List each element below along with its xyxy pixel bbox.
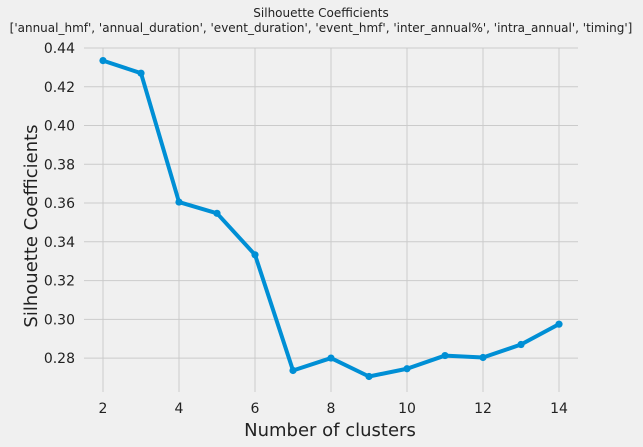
y-tick-label: 0.38	[44, 157, 75, 173]
series-layer	[99, 56, 563, 381]
y-tick-label: 0.32	[44, 274, 75, 290]
data-point	[479, 353, 487, 362]
chart-subtitle: ['annual_hmf', 'annual_duration', 'event…	[10, 21, 633, 35]
data-point	[403, 365, 411, 373]
data-point	[251, 251, 259, 259]
x-tick-label: 14	[550, 401, 568, 417]
data-point	[327, 354, 335, 362]
data-point	[441, 351, 449, 360]
data-point	[213, 209, 221, 217]
y-tick-label: 0.42	[44, 80, 75, 96]
y-tick-label: 0.40	[44, 119, 75, 135]
y-tick-label: 0.34	[44, 235, 75, 251]
data-point	[175, 198, 183, 206]
x-tick-label: 8	[327, 401, 336, 417]
y-tick-label: 0.44	[44, 41, 75, 57]
y-tick-label: 0.30	[44, 312, 75, 328]
data-point	[555, 320, 563, 328]
x-tick-label: 2	[99, 401, 108, 417]
data-point	[517, 340, 525, 349]
x-axis-label: Number of clusters	[244, 420, 416, 441]
y-axis-label: Silhouette Coefficients	[21, 124, 42, 327]
data-point	[289, 366, 297, 375]
chart-title: Silhouette Coefficients	[253, 6, 388, 20]
x-tick-label: 6	[251, 401, 260, 417]
data-point	[137, 69, 145, 77]
data-point	[365, 372, 373, 381]
y-tick-label: 0.36	[44, 196, 75, 212]
y-tick-label: 0.28	[44, 351, 75, 367]
x-tick-label: 12	[474, 401, 492, 417]
x-tick-label: 10	[398, 401, 416, 417]
tick-label-layer: 2 4 6 8 10 12 14 0.28 0.30 0.32 0.34 0.36 0.38 0.40 0.…	[44, 41, 568, 417]
data-point	[99, 56, 107, 65]
grid-layer	[84, 47, 578, 392]
x-tick-label: 4	[175, 401, 184, 417]
